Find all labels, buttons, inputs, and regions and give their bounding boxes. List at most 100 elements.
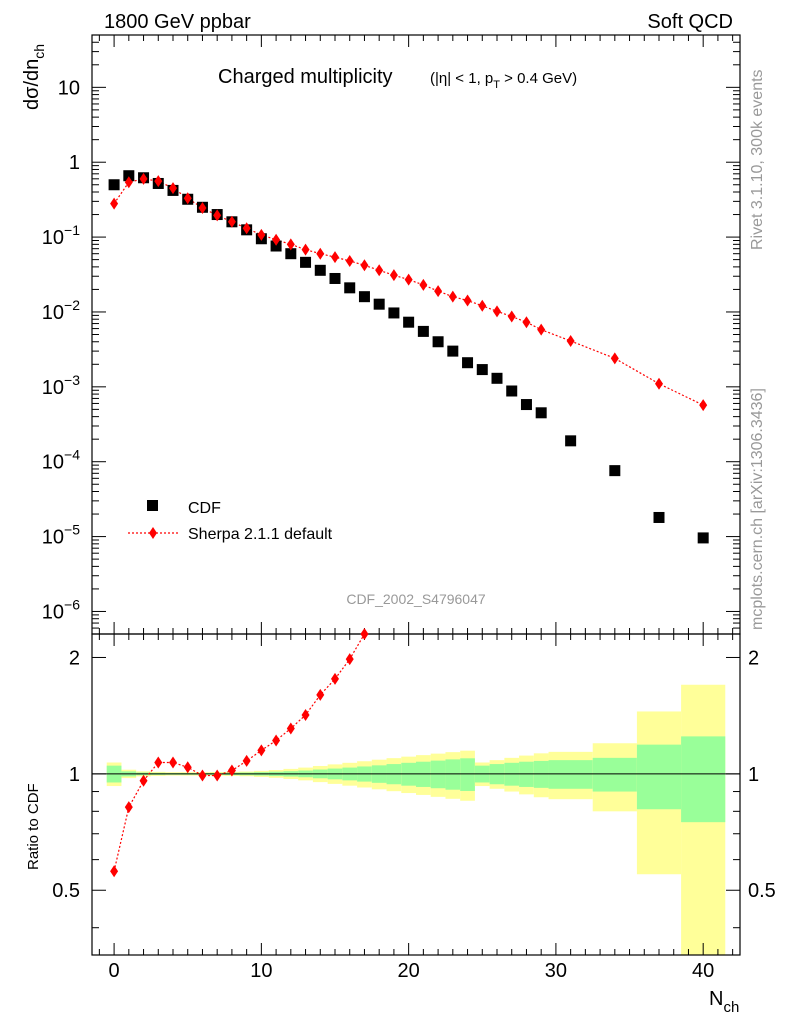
sherpa-point: [404, 273, 413, 286]
ratio-point: [154, 756, 163, 769]
cdf-point: [462, 357, 474, 369]
sherpa-point: [316, 247, 325, 260]
sherpa-point: [154, 175, 163, 188]
cdf-point: [388, 307, 400, 319]
y-tick-label: 10−3: [42, 372, 80, 399]
y-tick-label: 1: [69, 152, 80, 174]
ratio-point: [257, 744, 266, 757]
ratio-point: [345, 653, 354, 666]
cdf-point: [520, 399, 532, 411]
cdf-point: [653, 511, 665, 523]
ratio-data-marks: [110, 628, 369, 878]
header-right: Soft QCD: [647, 11, 733, 33]
band-inner-bin: [430, 760, 446, 789]
y-tick-label: 10−6: [42, 596, 80, 623]
sherpa-point: [463, 294, 472, 307]
cdf-point: [344, 282, 356, 294]
sherpa-point: [286, 238, 295, 251]
cdf-point: [373, 298, 385, 310]
ratio-point: [198, 769, 207, 782]
cdf-point: [535, 407, 547, 419]
cdf-point: [403, 316, 415, 328]
sherpa-point: [301, 243, 310, 256]
cdf-point: [432, 336, 444, 348]
sherpa-point: [478, 299, 487, 312]
cdf-point: [300, 256, 312, 268]
ratio-point: [213, 769, 222, 782]
ratio-point: [242, 754, 251, 767]
ratio-frame: [91, 633, 741, 956]
sherpa-point: [389, 269, 398, 282]
legend-sherpa-label: Sherpa 2.1.1 default: [188, 526, 333, 543]
sherpa-point: [213, 209, 222, 222]
rivet-version-label: Rivet 3.1.10, 300k events: [749, 69, 766, 250]
main-axes: 10−6 10−5 10−4 10−3 10−2 10−1 1 10: [42, 34, 741, 635]
sherpa-point: [345, 254, 354, 267]
plot-title-cuts: (|η| < 1, pT > 0.4 GeV): [430, 70, 577, 91]
y-tick-label: 10−2: [42, 297, 80, 324]
y-tick-label: 10−1: [42, 222, 80, 249]
band-inner-bin: [533, 760, 549, 788]
sherpa-point: [655, 377, 663, 390]
ratio-point: [331, 672, 339, 685]
ratio-point: [316, 688, 325, 701]
sherpa-point: [493, 305, 501, 318]
cdf-point: [506, 385, 518, 397]
ratio-axes: 0 10 20 30 40 0.5 0.5 1 1 2 2: [52, 633, 776, 982]
ratio-point: [301, 708, 310, 721]
cdf-point: [447, 345, 459, 357]
sherpa-point: [227, 215, 236, 228]
sherpa-point: [419, 278, 428, 291]
cdf-point: [476, 364, 488, 376]
sherpa-point: [198, 201, 207, 214]
sherpa-line: [113, 178, 704, 406]
cdf-point: [565, 435, 577, 447]
sherpa-point: [124, 176, 133, 189]
ratio-tick-label-left: 2: [69, 647, 80, 669]
cdf-point: [358, 291, 370, 303]
legend-cdf-label: CDF: [188, 500, 221, 517]
x-tick-label: 20: [398, 960, 420, 982]
cdf-point: [314, 264, 326, 276]
x-tick-label: 40: [692, 960, 714, 982]
sherpa-point: [537, 323, 546, 336]
analysis-id-label: CDF_2002_S4796047: [346, 591, 486, 607]
legend-cdf-marker: [147, 500, 158, 511]
ratio-point: [360, 628, 369, 640]
uncertainty-band: [106, 684, 726, 955]
ratio-axis-label: Ratio to CDF: [25, 783, 42, 870]
sherpa-point: [242, 222, 251, 235]
x-axis-label: Nch: [709, 988, 739, 1016]
ratio-point: [227, 764, 236, 777]
cdf-point: [697, 532, 709, 544]
sherpa-point: [522, 316, 531, 329]
plot-title: Charged multiplicity: [218, 66, 393, 88]
y-tick-label: 10: [58, 77, 80, 99]
mcplots-url-label: mcplots.cern.ch [arXiv:1306.3436]: [749, 388, 766, 630]
sherpa-point: [360, 259, 369, 272]
sherpa-point: [507, 310, 516, 323]
band-inner-bin: [460, 758, 475, 791]
sherpa-point: [331, 251, 339, 264]
ratio-point: [169, 756, 177, 769]
ratio-point: [272, 734, 281, 747]
sherpa-point: [110, 197, 119, 210]
sherpa-point: [448, 290, 457, 303]
ratio-tick-label-left: 1: [69, 764, 80, 786]
main-data-marks: [108, 170, 709, 544]
cdf-point: [123, 170, 135, 182]
main-frame: [91, 34, 741, 635]
cdf-point: [491, 372, 503, 384]
ratio-point: [183, 761, 192, 774]
sherpa-point: [699, 399, 708, 412]
ratio-tick-label-right: 1: [748, 764, 759, 786]
band-inner-bin: [681, 736, 726, 823]
cdf-point: [417, 325, 429, 337]
cdf-point: [270, 240, 282, 252]
sherpa-point: [610, 352, 619, 365]
ratio-line: [113, 633, 365, 872]
cdf-point: [108, 179, 120, 191]
band-inner-bin: [592, 757, 637, 792]
ratio-point: [124, 801, 133, 814]
